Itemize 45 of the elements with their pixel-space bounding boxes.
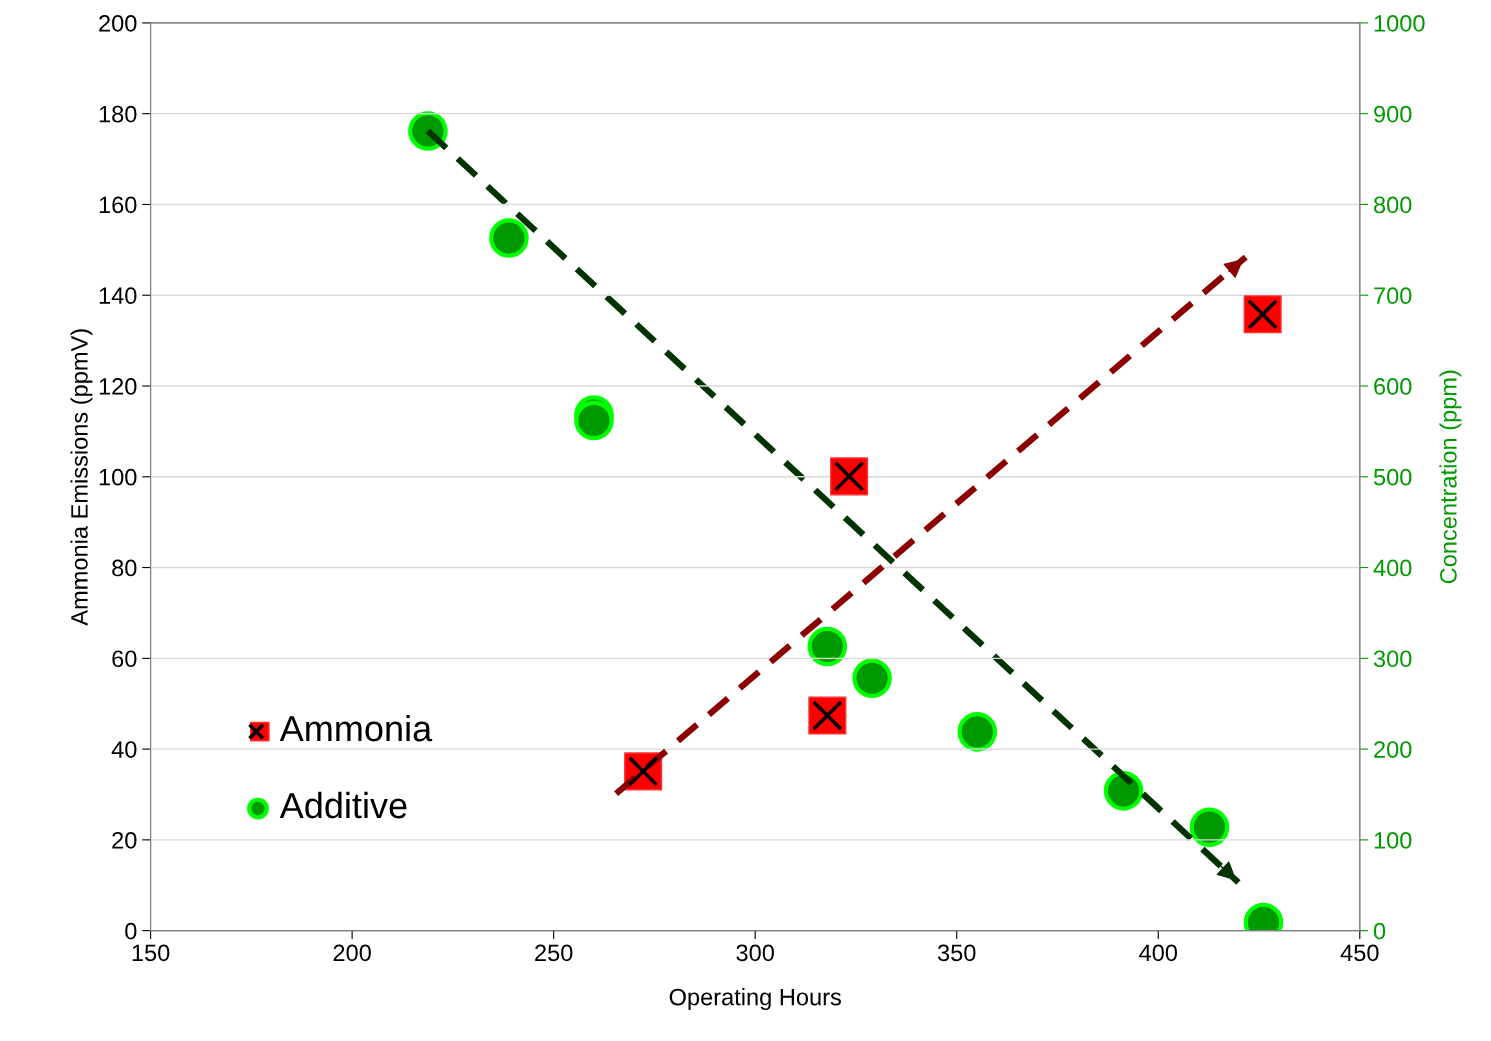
y2-tick-label: 200	[1374, 741, 1412, 758]
y-tick-label: 120	[99, 378, 137, 395]
point	[957, 712, 998, 752]
y2-axis-title: Concentration (ppm)	[1439, 370, 1462, 584]
legend-label: Ammonia	[279, 714, 433, 742]
y2-tick-label: 500	[1373, 468, 1412, 486]
x-tick-label: 250	[535, 944, 573, 962]
y2-tick-label: 600	[1374, 378, 1412, 395]
point	[830, 457, 869, 496]
y-tick-label: 80	[112, 559, 137, 577]
x-tick-label: 300	[736, 944, 774, 962]
x-tick-label: 450	[1340, 944, 1379, 962]
y-tick-label: 60	[112, 650, 137, 668]
x-axis-title: Operating Hours	[669, 988, 841, 1011]
y-tick-label: 160	[99, 196, 137, 214]
legend-label: Additive	[279, 791, 407, 819]
y2-tick-label: 700	[1374, 287, 1412, 305]
y-axis-title: Ammonia Emissions (ppmV)	[70, 329, 93, 626]
y-tick-label: 100	[99, 468, 137, 486]
y2-tick-label: 1000	[1374, 14, 1425, 32]
y2-tick-label: 900	[1374, 105, 1412, 123]
point	[807, 626, 848, 667]
y-tick-label: 200	[99, 14, 137, 32]
point	[1103, 771, 1144, 811]
y-tick-label: 40	[111, 741, 137, 758]
point	[489, 218, 529, 258]
y-tick-label: 0	[125, 922, 137, 940]
x-tick-label: 150	[132, 944, 170, 962]
x-tick-label: 350	[937, 944, 976, 962]
y2-tick-label: 100	[1374, 831, 1412, 849]
point	[852, 658, 892, 699]
point	[1189, 807, 1230, 847]
point	[574, 400, 614, 441]
y-tick-label: 140	[99, 287, 137, 305]
point	[1243, 295, 1282, 334]
point	[808, 696, 847, 735]
y2-tick-label: 300	[1373, 650, 1412, 668]
x-tick-label: 400	[1139, 944, 1178, 962]
point	[624, 752, 663, 791]
y2-tick-label: 800	[1374, 196, 1412, 214]
y2-tick-label: 0	[1373, 922, 1386, 940]
x-tick-label: 200	[333, 944, 371, 962]
y-tick-label: 180	[99, 105, 137, 123]
y2-tick-label: 400	[1373, 559, 1412, 577]
y-tick-label: 20	[112, 831, 137, 849]
